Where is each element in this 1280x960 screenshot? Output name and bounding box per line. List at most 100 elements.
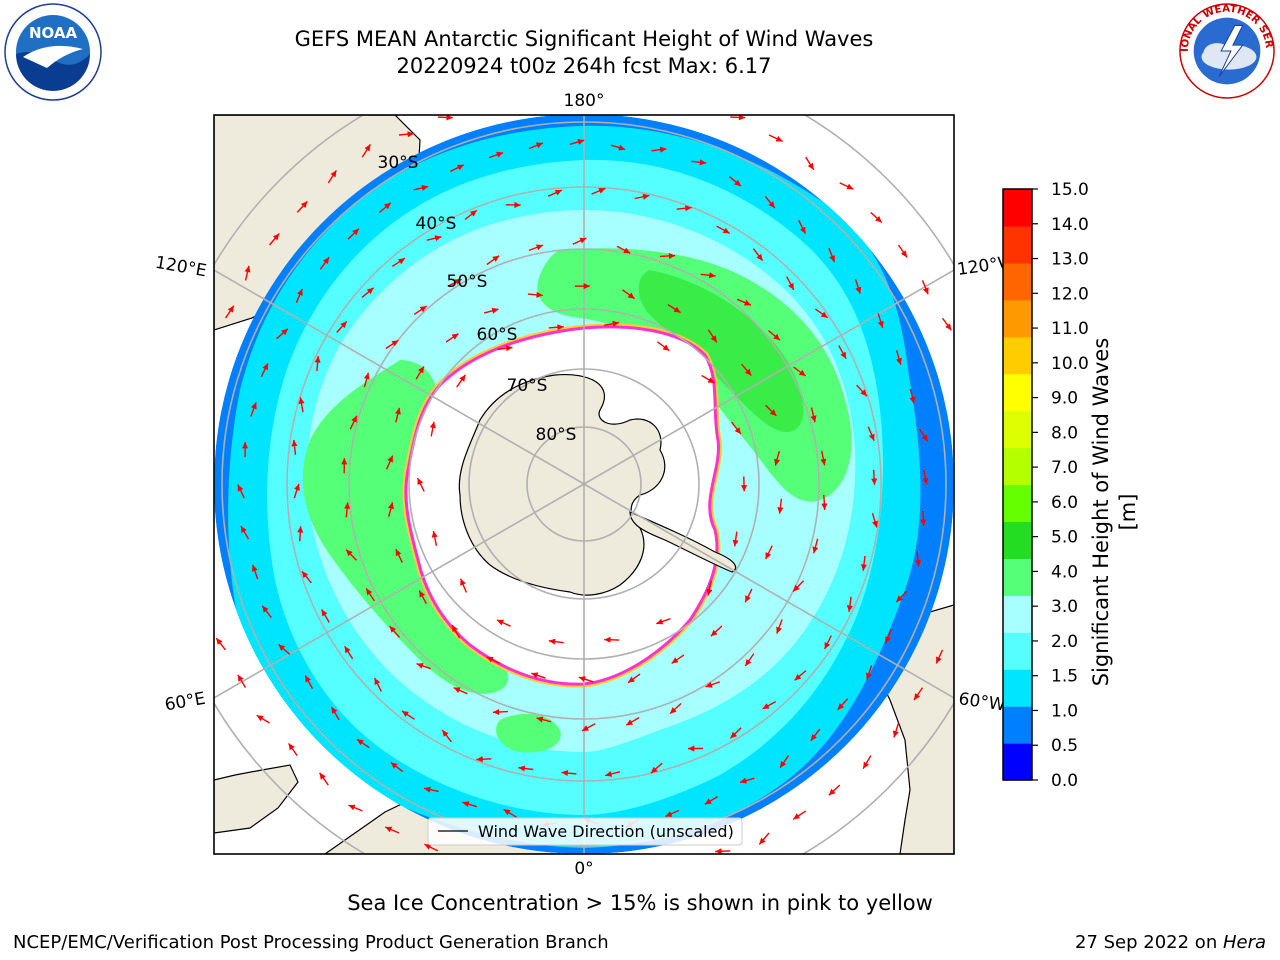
wind-wave-arrow-head <box>821 503 828 510</box>
wind-wave-arrow-head <box>673 306 681 313</box>
wind-wave-arrow-head <box>812 546 819 554</box>
wind-wave-arrow-head <box>297 288 303 296</box>
wind-wave-arrow-head <box>417 478 424 485</box>
wind-wave-arrow-head <box>419 590 425 598</box>
wind-wave-arrow-head <box>744 368 752 376</box>
wind-wave-arrow-head <box>840 351 847 359</box>
wind-wave-arrow-head <box>505 345 513 352</box>
wind-wave-arrow-head <box>518 765 526 772</box>
lon-label-120e: 120°E <box>154 253 208 282</box>
wind-wave-arrow-head <box>237 484 244 492</box>
lat-label-30s: 30°S <box>378 153 419 173</box>
wind-wave-arrow-head <box>391 340 399 347</box>
wind-wave-arrow-head <box>366 588 373 596</box>
wind-wave-arrow-head <box>798 369 806 376</box>
wind-wave-arrow-head <box>395 407 401 415</box>
colorbar-tick-label: 0.5 <box>1051 736 1078 756</box>
wind-wave-arrow-head <box>583 283 590 290</box>
wind-wave-arrow-head <box>330 170 337 178</box>
colorbar-swatch <box>1003 262 1032 301</box>
noaa-logo: NOAA <box>4 3 102 101</box>
wind-wave-arrow-head <box>298 397 305 405</box>
wind-wave-arrow-head <box>582 725 589 731</box>
wind-wave-arrow-head <box>384 202 391 210</box>
wind-wave-arrow-head <box>810 734 817 741</box>
system-name: Hera <box>1222 932 1266 953</box>
lat-label-50s: 50°S <box>447 272 488 292</box>
wind-wave-arrow-head <box>251 564 258 572</box>
wind-wave-arrow-head <box>623 247 631 254</box>
wind-wave-arrow-head <box>860 564 867 571</box>
wind-wave-arrow-head <box>734 427 741 434</box>
colorbar: 0.0 0.5 1.0 1.5 2.0 3.0 4.0 5.0 6.0 7.0 8.0 9.0 10.0… <box>1002 180 1089 791</box>
colorbar-swatch <box>1003 373 1032 412</box>
wind-wave-arrow-head <box>914 693 921 701</box>
wind-wave-arrow-head <box>741 485 748 492</box>
wind-wave-arrow-head <box>395 549 402 557</box>
wind-wave-arrow-head <box>769 409 777 416</box>
wind-wave-arrow-head <box>707 377 715 383</box>
noaa-logo-text: NOAA <box>29 24 78 42</box>
wind-wave-arrow-head <box>256 715 264 722</box>
wind-wave-arrow-head <box>424 844 432 850</box>
wind-wave-arrow-head <box>656 618 664 625</box>
wind-wave-arrow-head <box>301 571 309 579</box>
wind-wave-arrow-head <box>421 184 429 191</box>
wind-wave-arrow-head <box>418 366 424 374</box>
wind-wave-arrow-head <box>402 711 409 717</box>
wind-wave-arrow-head <box>598 188 606 194</box>
wind-wave-arrow-head <box>300 201 308 208</box>
colorbar-tick-label: 15.0 <box>1051 180 1089 200</box>
wind-wave-arrow-head <box>454 279 462 285</box>
wind-wave-arrow-head <box>828 788 836 796</box>
wind-wave-arrow-head <box>671 657 679 664</box>
wind-wave-arrow-head <box>514 201 521 208</box>
wind-wave-arrow-head <box>579 237 587 244</box>
wind-wave-arrow-head <box>710 335 717 343</box>
wind-wave-arrow-head <box>305 675 311 683</box>
wind-wave-arrow-head <box>390 762 398 769</box>
wind-wave-arrow-head <box>863 761 869 769</box>
wind-wave-arrow-head <box>297 526 304 533</box>
lat-label-60s: 60°S <box>477 325 518 345</box>
lon-label-0: 0° <box>574 859 593 879</box>
colorbar-tick-label: 14.0 <box>1051 215 1089 235</box>
wind-wave-arrow-head <box>387 455 393 463</box>
colorbar-swatch <box>1003 336 1032 375</box>
map-title: GEFS MEAN Antarctic Significant Height o… <box>294 27 874 51</box>
wind-wave-arrow-head <box>294 483 300 491</box>
wind-wave-arrow-head <box>460 578 466 586</box>
wind-wave-arrow-head <box>820 458 827 466</box>
colorbar-swatch <box>1003 706 1032 744</box>
wind-wave-arrow-head <box>734 179 741 187</box>
wind-wave-arrow-head <box>860 389 867 397</box>
wind-wave-arrow-head <box>577 139 585 145</box>
legend-label: Wind Wave Direction (unscaled) <box>478 822 734 841</box>
wind-wave-arrow-head <box>492 709 500 716</box>
wind-wave-arrow-head <box>251 402 257 410</box>
wind-wave-arrow-head <box>431 531 438 538</box>
wind-wave-arrow-head <box>216 638 223 645</box>
wind-wave-arrow-head <box>561 770 569 776</box>
colorbar-tick-label: 13.0 <box>1051 250 1089 270</box>
colorbar-tick-label: 2.0 <box>1051 632 1078 652</box>
wind-wave-arrow-head <box>496 151 504 158</box>
wind-wave-arrow-head <box>389 626 397 633</box>
wind-wave-arrow-head <box>314 356 321 363</box>
wind-wave-arrow-head <box>429 421 436 429</box>
colorbar-tick-label: 0.0 <box>1051 771 1078 791</box>
wind-wave-arrow-head <box>491 307 499 314</box>
colorbar-tick-label: 6.0 <box>1051 493 1078 513</box>
wind-wave-arrow-head <box>319 772 326 780</box>
wind-wave-arrow-head <box>745 595 751 603</box>
wind-wave-arrow-head <box>476 756 483 763</box>
wind-wave-arrow-head <box>451 333 459 340</box>
wind-wave-arrow-head <box>896 357 902 365</box>
wind-wave-arrow-head <box>708 272 716 279</box>
wind-wave-arrow-head <box>642 193 650 200</box>
wind-wave-arrow-head <box>777 507 784 514</box>
wind-wave-arrow-head <box>340 321 347 329</box>
wind-wave-arrow-head <box>744 299 751 306</box>
wind-wave-arrow-head <box>738 115 746 121</box>
wind-wave-arrow-head <box>650 766 658 774</box>
